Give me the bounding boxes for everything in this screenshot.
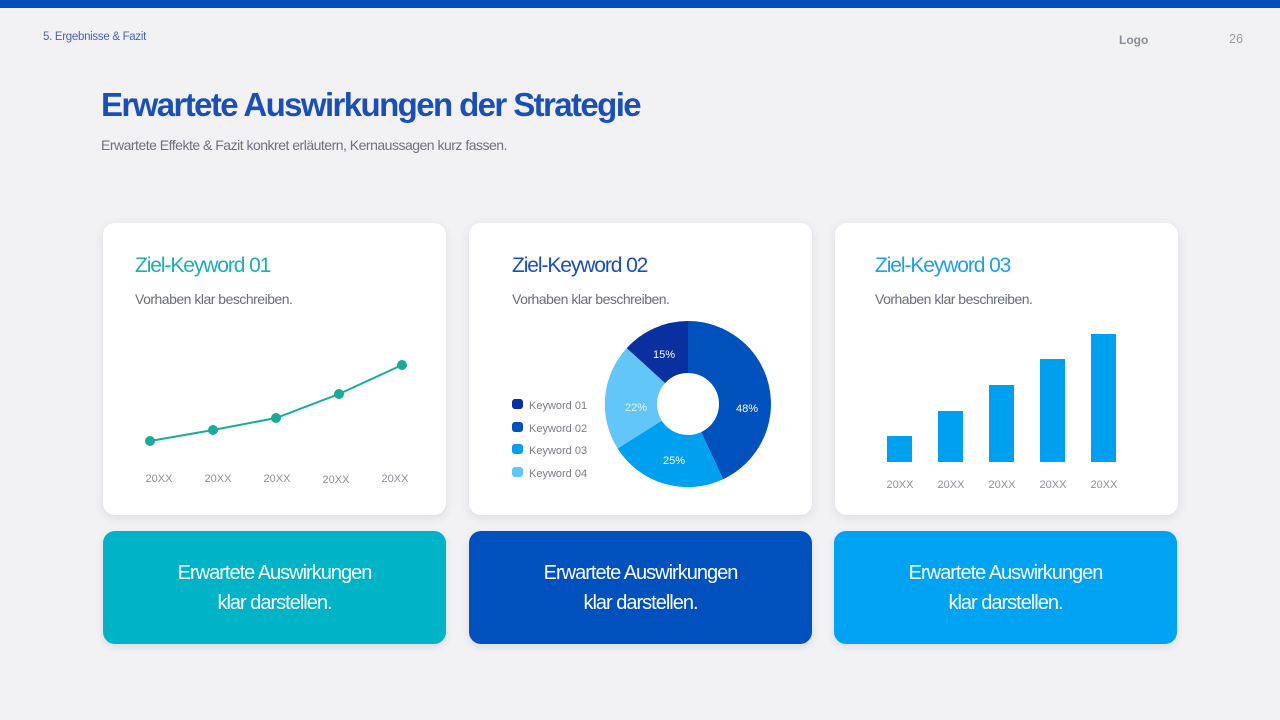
svg-text:Keyword 03: Keyword 03 [529,445,587,457]
donut-chart: 15% 48% 25% 22% Keyword 01 Keyword 02 Ke… [512,321,771,488]
svg-text:20XX: 20XX [989,479,1017,491]
card-title: Ziel-Keyword 03 [875,254,1011,277]
impact-box-02: Erwartete Auswirkungen klar darstellen. [469,531,812,644]
card-description: Vorhaben klar beschreiben. [135,291,293,307]
svg-text:48%: 48% [736,403,758,415]
card-title: Ziel-Keyword 02 [512,254,648,277]
svg-text:20XX: 20XX [205,473,233,485]
svg-text:20XX: 20XX [264,473,292,485]
impact-box-line1: Erwartete Auswirkungen [543,561,739,584]
page-title: Erwartete Auswirkungen der Strategie [101,86,642,123]
svg-text:20XX: 20XX [938,479,966,491]
svg-text:20XX: 20XX [323,474,351,486]
page-number: 26 [1229,32,1243,46]
svg-text:20XX: 20XX [1040,479,1068,491]
impact-box-line1: Erwartete Auswirkungen [177,561,373,584]
impact-box-03: Erwartete Auswirkungen klar darstellen. [834,531,1177,644]
bar-chart: 20XX 20XX 20XX 20XX 20XX [887,334,1119,491]
svg-text:20XX: 20XX [382,473,410,485]
card-keyword-02: Ziel-Keyword 02 Vorhaben klar beschreibe… [469,223,812,515]
impact-box-line2: klar darstellen. [217,591,332,614]
svg-text:Keyword 02: Keyword 02 [529,423,587,435]
impact-box-line1: Erwartete Auswirkungen [908,561,1104,584]
svg-text:15%: 15% [653,349,675,361]
page-subtitle: Erwartete Effekte & Fazit konkret erläut… [101,137,507,153]
svg-text:20XX: 20XX [1091,479,1119,491]
svg-text:Keyword 01: Keyword 01 [529,400,587,412]
impact-box-01: Erwartete Auswirkungen klar darstellen. [103,531,446,644]
card-keyword-03: Ziel-Keyword 03 Vorhaben klar beschreibe… [835,223,1178,515]
section-label: 5. Ergebnisse & Fazit [43,31,147,43]
card-title: Ziel-Keyword 01 [135,254,271,277]
svg-text:Keyword 04: Keyword 04 [529,468,587,480]
svg-text:25%: 25% [663,455,685,467]
card-description: Vorhaben klar beschreiben. [875,291,1033,307]
card-keyword-01: Ziel-Keyword 01 Vorhaben klar beschreibe… [103,223,446,515]
impact-box-line2: klar darstellen. [583,591,698,614]
card-description: Vorhaben klar beschreiben. [512,291,670,307]
impact-box-line2: klar darstellen. [948,591,1063,614]
top-accent-bar [0,0,1280,8]
line-chart: 20XX 20XX 20XX 20XX 20XX [145,360,410,486]
svg-text:20XX: 20XX [887,479,915,491]
logo: Logo [1119,33,1149,47]
svg-text:22%: 22% [625,402,647,414]
svg-text:20XX: 20XX [146,473,174,485]
